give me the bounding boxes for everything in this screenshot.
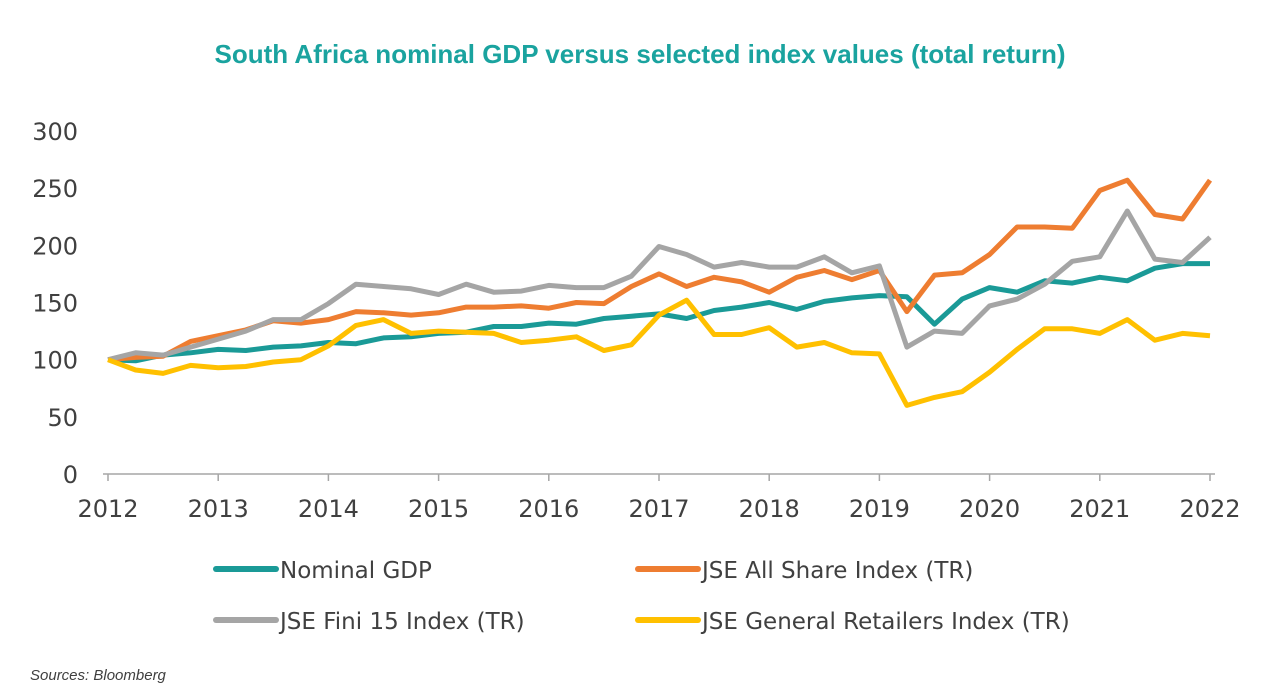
y-axis-ticks: 0 50 100 150 200 250 300 <box>32 118 78 489</box>
y-tick-label: 50 <box>47 404 78 432</box>
legend-label: Nominal GDP <box>280 558 432 584</box>
series-line-nominal-gdp <box>107 261 1210 364</box>
x-tick-label: 2019 <box>849 495 910 523</box>
x-tick-label: 2021 <box>1069 495 1130 523</box>
series-line-jse-general-retailers-index-tr <box>107 297 1211 408</box>
legend-item: JSE Fini 15 Index (TR) <box>213 609 525 635</box>
x-tick-label: 2014 <box>298 495 359 523</box>
x-tick-label: 2015 <box>408 495 469 523</box>
x-tick-label: 2012 <box>77 495 138 523</box>
series-line-jse-all-share-index-tr <box>107 177 1213 363</box>
x-tick-label: 2018 <box>739 495 800 523</box>
y-tick-label: 250 <box>32 175 78 203</box>
legend-item: Nominal GDP <box>213 558 432 584</box>
legend-item: JSE All Share Index (TR) <box>635 558 973 584</box>
y-tick-label: 0 <box>63 461 78 489</box>
y-tick-label: 300 <box>32 118 78 146</box>
legend: Nominal GDP JSE All Share Index (TR) JSE F… <box>213 558 1070 635</box>
source-note: Sources: Bloomberg <box>30 667 167 684</box>
y-tick-label: 150 <box>32 290 78 318</box>
legend-label: JSE All Share Index (TR) <box>700 558 973 584</box>
y-tick-label: 200 <box>32 232 78 260</box>
legend-item: JSE General Retailers Index (TR) <box>635 609 1070 635</box>
series-line-jse-fini-15-index-tr <box>107 208 1212 363</box>
plot-area <box>107 177 1213 408</box>
x-tick-label: 2022 <box>1179 495 1240 523</box>
x-tick-label: 2013 <box>188 495 249 523</box>
chart-title: South Africa nominal GDP versus selected… <box>214 39 1065 69</box>
x-tick-label: 2020 <box>959 495 1020 523</box>
x-tick-label: 2017 <box>628 495 689 523</box>
legend-label: JSE General Retailers Index (TR) <box>700 609 1070 635</box>
x-tick-label: 2016 <box>518 495 579 523</box>
y-tick-label: 100 <box>32 347 78 375</box>
legend-label: JSE Fini 15 Index (TR) <box>278 609 525 635</box>
x-axis-ticks: 2012 2013 2014 2015 2016 2017 2018 2019 2020 2021… <box>77 474 1241 523</box>
